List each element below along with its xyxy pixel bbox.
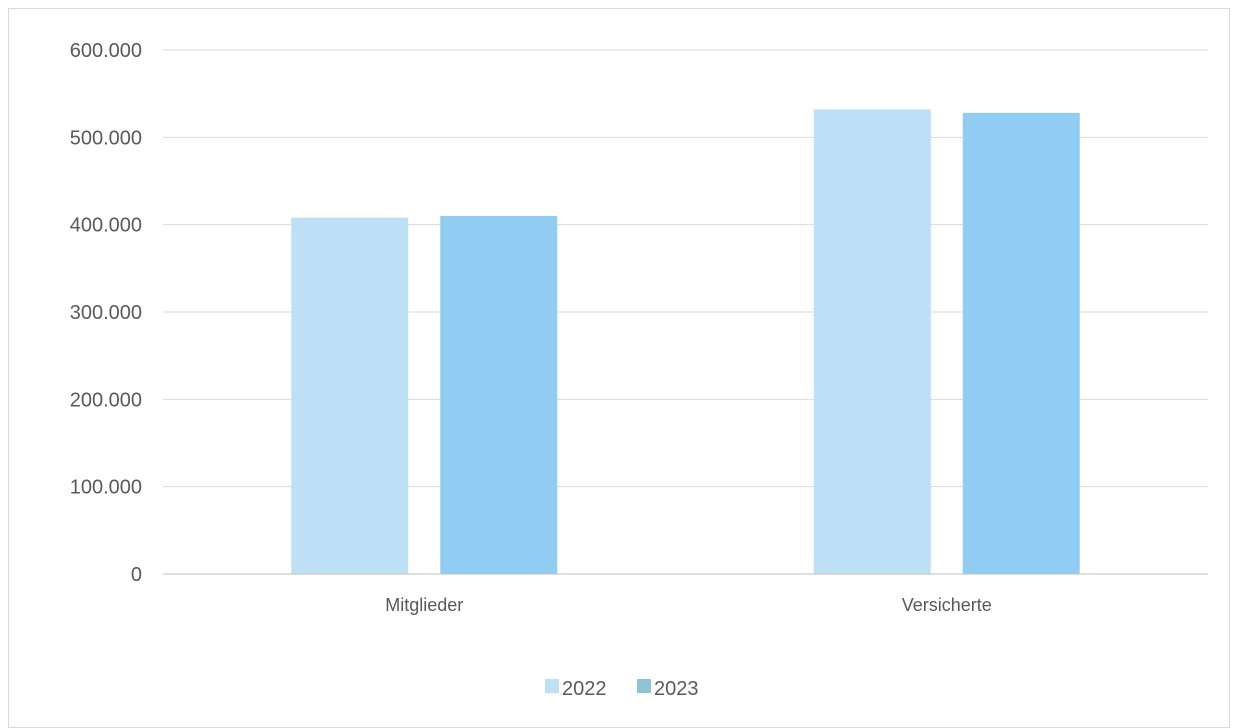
legend-label: 2022 (562, 678, 607, 700)
x-axis-category-labels: Mitglieder Versicherte (385, 595, 992, 615)
y-tick-label: 600.000 (70, 40, 142, 62)
bars (291, 109, 1080, 575)
bar-2022-mitglieder (291, 217, 409, 574)
y-tick-label: 500.000 (70, 127, 142, 149)
category-label: Mitglieder (385, 595, 463, 615)
legend: 2022 2023 (545, 678, 699, 700)
y-tick-label: 200.000 (70, 389, 142, 411)
legend-swatch-2023 (637, 679, 651, 693)
legend-label: 2023 (654, 678, 699, 700)
bar-2023-versicherte (962, 112, 1080, 574)
bar-2023-mitglieder (440, 215, 558, 574)
y-axis-tick-labels: 0 100.000 200.000 300.000 400.000 500.000 600.… (70, 40, 142, 586)
category-label: Versicherte (902, 595, 992, 615)
y-tick-label: 300.000 (70, 302, 142, 324)
y-tick-label: 0 (131, 564, 142, 586)
bar-2022-versicherte (813, 109, 931, 575)
y-tick-label: 100.000 (70, 477, 142, 499)
legend-swatch-2022 (545, 679, 559, 693)
y-tick-label: 400.000 (70, 215, 142, 237)
